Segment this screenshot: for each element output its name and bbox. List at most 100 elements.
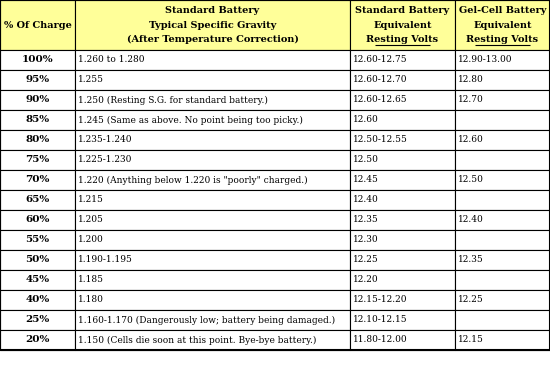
Bar [350, 290, 455, 310]
Bar [0, 310, 75, 330]
Text: Standard Battery: Standard Battery [355, 6, 449, 15]
Bar [75, 70, 350, 90]
Bar [455, 330, 550, 350]
Text: 80%: 80% [25, 135, 50, 144]
Bar [0, 210, 75, 230]
Text: 12.60: 12.60 [458, 135, 484, 144]
Text: 12.50-12.55: 12.50-12.55 [353, 135, 408, 144]
Bar [0, 250, 75, 270]
Bar [0, 270, 75, 290]
Text: 12.35: 12.35 [458, 255, 484, 264]
Bar [0, 290, 75, 310]
Text: 12.50: 12.50 [458, 176, 484, 184]
Bar [455, 290, 550, 310]
Bar [75, 190, 350, 210]
Bar [455, 210, 550, 230]
Bar [455, 250, 550, 270]
Bar [75, 230, 350, 250]
Text: 100%: 100% [21, 56, 53, 64]
Text: 90%: 90% [25, 96, 50, 105]
Text: 1.205: 1.205 [78, 216, 104, 225]
Text: 1.245 (Same as above. No point being too picky.): 1.245 (Same as above. No point being too… [78, 116, 303, 124]
Bar [75, 110, 350, 130]
Bar [75, 130, 350, 150]
Bar [0, 0, 75, 50]
Text: 12.90-13.00: 12.90-13.00 [458, 56, 513, 64]
Text: 1.160-1.170 (Dangerously low; battery being damaged.): 1.160-1.170 (Dangerously low; battery be… [78, 315, 335, 324]
Bar [455, 90, 550, 110]
Bar [75, 50, 350, 70]
Text: 60%: 60% [25, 216, 50, 225]
Bar [0, 110, 75, 130]
Bar [75, 210, 350, 230]
Bar [0, 190, 75, 210]
Text: 70%: 70% [25, 176, 50, 184]
Bar [0, 330, 75, 350]
Bar [455, 310, 550, 330]
Bar [350, 70, 455, 90]
Text: 75%: 75% [25, 156, 50, 165]
Text: 12.80: 12.80 [458, 75, 484, 84]
Bar [75, 90, 350, 110]
Text: 50%: 50% [25, 255, 50, 264]
Text: 1.260 to 1.280: 1.260 to 1.280 [78, 56, 145, 64]
Text: 12.10-12.15: 12.10-12.15 [353, 315, 408, 324]
Bar [455, 190, 550, 210]
Bar [455, 150, 550, 170]
Text: 12.25: 12.25 [353, 255, 379, 264]
Text: 40%: 40% [25, 296, 50, 304]
Text: 12.60: 12.60 [353, 116, 379, 124]
Bar [75, 310, 350, 330]
Bar [455, 50, 550, 70]
Text: 12.30: 12.30 [353, 236, 378, 244]
Text: 45%: 45% [25, 276, 50, 285]
Text: (After Temperature Correction): (After Temperature Correction) [126, 35, 299, 44]
Text: Typical Specific Gravity: Typical Specific Gravity [149, 21, 276, 30]
Bar [455, 0, 550, 50]
Text: 1.200: 1.200 [78, 236, 104, 244]
Text: 1.215: 1.215 [78, 195, 104, 204]
Text: % Of Charge: % Of Charge [3, 21, 72, 30]
Bar [350, 110, 455, 130]
Bar [350, 270, 455, 290]
Bar [455, 270, 550, 290]
Bar [350, 130, 455, 150]
Bar [75, 0, 350, 50]
Bar [350, 190, 455, 210]
Bar [350, 230, 455, 250]
Bar [350, 150, 455, 170]
Text: 12.45: 12.45 [353, 176, 379, 184]
Text: 12.20: 12.20 [353, 276, 378, 285]
Bar [350, 0, 455, 50]
Text: 12.60-12.65: 12.60-12.65 [353, 96, 408, 105]
Text: 25%: 25% [25, 315, 50, 324]
Text: 95%: 95% [25, 75, 50, 84]
Text: Standard Battery: Standard Battery [166, 6, 260, 15]
Bar [0, 50, 75, 70]
Text: 1.180: 1.180 [78, 296, 104, 304]
Bar [350, 90, 455, 110]
Bar [350, 50, 455, 70]
Bar [455, 110, 550, 130]
Text: 12.15-12.20: 12.15-12.20 [353, 296, 408, 304]
Bar [0, 70, 75, 90]
Bar [455, 230, 550, 250]
Text: 1.220 (Anything below 1.220 is "poorly" charged.): 1.220 (Anything below 1.220 is "poorly" … [78, 176, 307, 184]
Text: 12.35: 12.35 [353, 216, 379, 225]
Bar [350, 330, 455, 350]
Text: 85%: 85% [25, 116, 50, 124]
Bar [350, 250, 455, 270]
Text: Resting Volts: Resting Volts [466, 35, 538, 44]
Text: Resting Volts: Resting Volts [366, 35, 438, 44]
Bar [75, 170, 350, 190]
Bar [350, 170, 455, 190]
Text: 1.150 (Cells die soon at this point. Bye-bye battery.): 1.150 (Cells die soon at this point. Bye… [78, 335, 316, 345]
Bar [0, 130, 75, 150]
Text: 12.40: 12.40 [458, 216, 484, 225]
Text: 12.60-12.70: 12.60-12.70 [353, 75, 408, 84]
Text: 1.185: 1.185 [78, 276, 104, 285]
Bar [75, 270, 350, 290]
Bar [455, 130, 550, 150]
Bar [455, 170, 550, 190]
Bar [75, 330, 350, 350]
